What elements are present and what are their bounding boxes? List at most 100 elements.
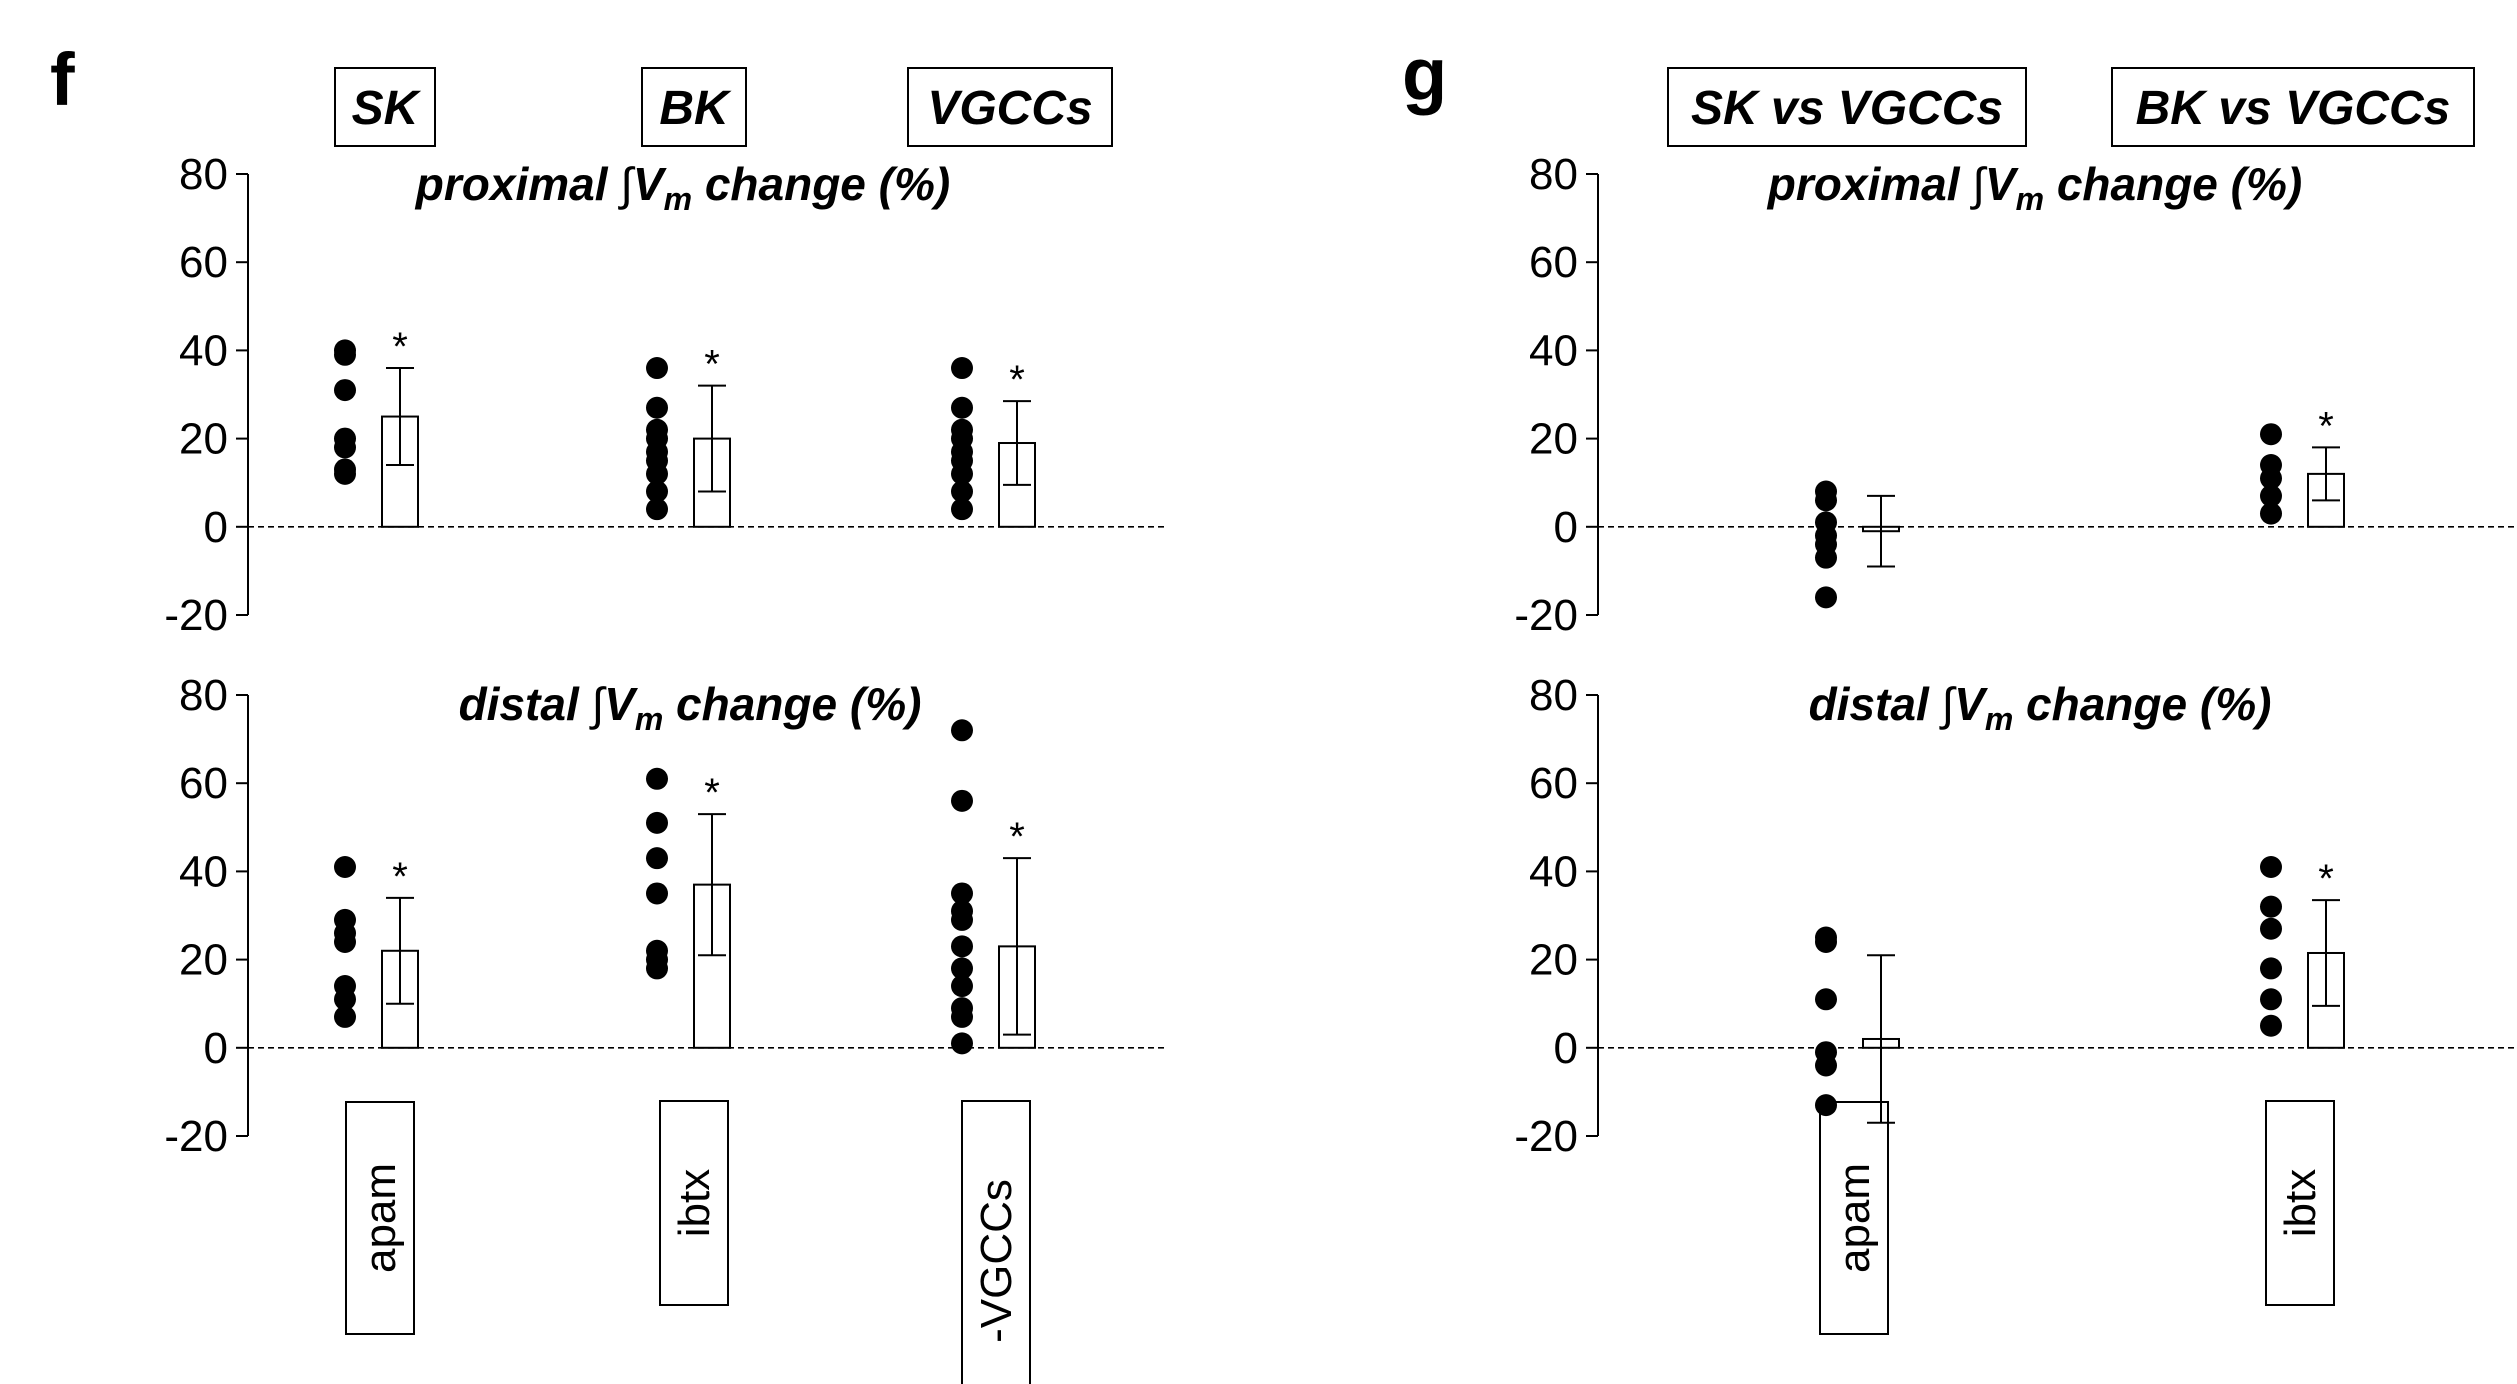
g-distal-data-point — [2260, 855, 2282, 878]
f-proximal-y-tick-label: 40 — [179, 326, 228, 375]
g-distal-y-tick-label: -20 — [1514, 1112, 1578, 1161]
f-proximal-data-point — [951, 498, 973, 521]
f-proximal-significance-star: * — [392, 325, 408, 369]
f-distal-data-point — [951, 1032, 973, 1055]
f-distal-data-point — [951, 1005, 973, 1028]
g-distal-data-point — [2260, 957, 2282, 980]
group-box-bk-vs-vgccs — [2111, 67, 2475, 147]
g-distal-y-tick-label: 0 — [1554, 1024, 1578, 1073]
f-distal-data-point — [951, 719, 973, 742]
g-proximal-y-tick-label: 0 — [1554, 503, 1578, 552]
category-label-f-vgccs: -VGCCs — [961, 1100, 1031, 1384]
category-label-f-apam-text: apam — [356, 1163, 405, 1273]
category-label-f-vgccs-text: -VGCCs — [972, 1179, 1021, 1343]
g-distal-data-point — [1815, 930, 1837, 953]
f-distal-significance-star: * — [1009, 815, 1025, 859]
f-distal-data-point — [334, 855, 356, 878]
g-proximal-data-point — [2260, 484, 2282, 507]
f-proximal-data-point — [951, 357, 973, 380]
f-proximal-y-tick-label: 60 — [179, 238, 228, 287]
f-distal-data-point — [646, 847, 668, 870]
f-distal-data-point — [646, 957, 668, 980]
f-proximal-data-point — [646, 357, 668, 380]
category-label-f-ibtx: ibtx — [659, 1100, 729, 1306]
chart-layer: 80 60 40 20 0 -20 * * * 80 60 40 20 0 -20 * * * 80 60 40 20 0 -… — [164, 150, 2517, 1161]
category-label-g-ibtx: ibtx — [2265, 1100, 2335, 1306]
group-box-sk — [334, 67, 436, 147]
g-distal-y-tick-label: 80 — [1529, 671, 1578, 720]
f-proximal-significance-star: * — [1009, 358, 1025, 402]
g-proximal-y-tick-label: 40 — [1529, 326, 1578, 375]
group-label-sk: SK — [352, 82, 422, 135]
g-proximal-y-tick-label: 20 — [1529, 415, 1578, 464]
g-proximal-y-tick-label: 80 — [1529, 150, 1578, 199]
f-proximal-significance-star: * — [704, 343, 720, 387]
category-label-f-apam: apam — [345, 1101, 415, 1335]
f-distal-data-point — [951, 789, 973, 812]
g-proximal-significance-star: * — [2318, 404, 2334, 448]
f-distal-data-point — [951, 908, 973, 931]
f-distal-data-point — [646, 767, 668, 790]
f-proximal-y-tick-label: -20 — [164, 591, 228, 640]
f-distal-y-tick-label: 20 — [179, 936, 228, 985]
f-proximal-y-tick-label: 20 — [179, 415, 228, 464]
g-proximal-data-point — [2260, 467, 2282, 490]
g-distal-y-tick-label: 60 — [1529, 759, 1578, 808]
f-proximal-y-tick-label: 80 — [179, 150, 228, 199]
g-proximal-y-tick-label: -20 — [1514, 591, 1578, 640]
plot-title-g-proximal: proximal ∫Vm change (%) — [1766, 158, 2302, 217]
panel-letter-g: g — [1402, 33, 1447, 116]
f-proximal-data-point — [646, 480, 668, 503]
g-proximal-data-point — [2260, 502, 2282, 525]
f-distal-data-point — [334, 988, 356, 1011]
group-box-vgccs — [907, 67, 1113, 147]
f-distal-y-tick-label: -20 — [164, 1112, 228, 1161]
f-proximal-data-point — [951, 480, 973, 503]
f-proximal-data-point — [334, 379, 356, 402]
f-distal-y-tick-label: 80 — [179, 671, 228, 720]
plot-title-g-distal: distal ∫Vm change (%) — [1809, 678, 2272, 737]
f-proximal-y-tick-label: 0 — [204, 503, 228, 552]
f-distal-y-tick-label: 40 — [179, 847, 228, 896]
group-box-sk-vs-vgccs — [1667, 67, 2027, 147]
g-distal-significance-star: * — [2318, 857, 2334, 901]
panel-letter-f: f — [50, 38, 75, 121]
f-proximal-data-point — [334, 436, 356, 459]
f-distal-significance-star: * — [392, 855, 408, 899]
g-proximal-y-tick-label: 60 — [1529, 238, 1578, 287]
category-label-f-ibtx-text: ibtx — [670, 1169, 719, 1237]
g-proximal-data-point — [1815, 489, 1837, 512]
f-distal-data-point — [951, 882, 973, 905]
group-label-sk-vs-vgccs: SK vs VGCCs — [1691, 82, 2003, 135]
f-proximal-data-point — [646, 498, 668, 521]
category-label-g-apam: apam — [1819, 1101, 1889, 1335]
f-distal-y-tick-label: 60 — [179, 759, 228, 808]
f-proximal-data-point — [951, 396, 973, 419]
g-distal-data-point — [2260, 988, 2282, 1011]
f-proximal-data-point — [334, 462, 356, 485]
f-distal-significance-star: * — [704, 771, 720, 815]
g-proximal-data-point — [1815, 546, 1837, 569]
group-label-bk-vs-vgccs: BK vs VGCCs — [2136, 82, 2451, 135]
f-proximal-data-point — [646, 462, 668, 485]
g-distal-y-tick-label: 40 — [1529, 847, 1578, 896]
f-proximal-data-point — [646, 396, 668, 419]
category-label-g-ibtx-text: ibtx — [2276, 1169, 2325, 1237]
f-proximal-data-point — [334, 343, 356, 366]
plot-title-f-distal: distal ∫Vm change (%) — [459, 678, 922, 737]
g-distal-data-point — [1815, 1094, 1837, 1117]
f-distal-data-point — [951, 975, 973, 998]
g-proximal-data-point — [1815, 586, 1837, 609]
f-distal-data-point — [951, 935, 973, 958]
group-label-bk: BK — [659, 82, 732, 135]
g-distal-data-point — [1815, 988, 1837, 1011]
g-proximal-data-point — [2260, 423, 2282, 446]
f-distal-data-point — [646, 882, 668, 905]
g-distal-data-point — [1815, 1054, 1837, 1077]
g-distal-y-tick-label: 20 — [1529, 936, 1578, 985]
f-proximal-data-point — [951, 462, 973, 485]
plot-title-f-proximal: proximal ∫Vm change (%) — [414, 158, 950, 217]
category-label-g-apam-text: apam — [1830, 1163, 1879, 1273]
group-label-vgccs: VGCCs — [927, 82, 1092, 135]
